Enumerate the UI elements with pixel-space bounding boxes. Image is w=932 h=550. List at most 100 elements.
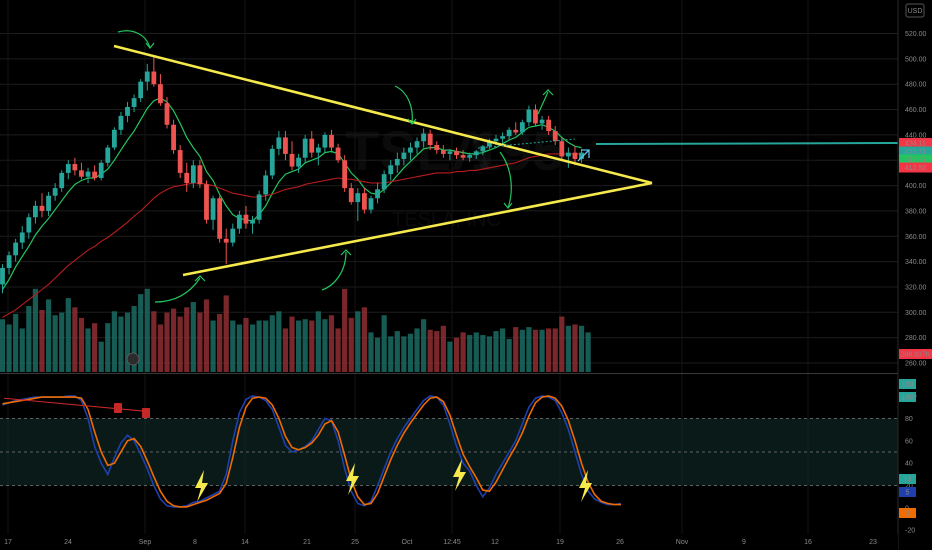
volume-bar [486,336,493,372]
candle-body [342,160,348,189]
oscillator-label-background [899,379,916,389]
time-tick-label: Sep [139,539,152,546]
volume-bar [394,331,400,372]
volume-bar [105,323,111,372]
divergence-marker [114,403,122,413]
slow-moving-average-line [2,153,582,318]
volume-bar [467,335,473,372]
candle-body [513,129,519,133]
price-label-text: 434.11 [905,141,926,148]
candle-body [414,141,420,148]
candle-body [552,131,558,142]
candle-body [434,145,440,151]
price-label-background [899,154,932,165]
volume-bar [170,308,177,372]
price-tick-label: 400.00 [905,183,927,190]
volume-bar [72,307,78,372]
price-label-background [899,146,932,157]
oscillator-label-text: 5 [906,490,910,497]
price-tick-label: 480.00 [905,82,927,89]
price-tick-label: 500.00 [905,56,927,63]
oscillator-label-background [899,487,916,497]
candle-body [480,146,486,152]
candle-body [302,138,308,158]
candle-body [454,151,459,156]
candle-body [546,119,552,132]
volume-bar [572,324,578,372]
time-tick-label: Nov [676,539,689,546]
oscillator-label-background [899,508,916,518]
candle-body [158,84,163,104]
candle-body [144,71,150,82]
volume-bar [335,328,341,372]
candle-body [493,138,499,142]
volume-bar [144,288,150,372]
time-tick-label: 9 [742,539,746,546]
annotation-arrow [117,30,151,49]
candle-body [204,184,209,220]
volume-bar [177,316,183,372]
volume-bar [532,329,539,372]
volume-bar [98,341,104,372]
candle-body [355,193,361,203]
volume-bar [302,319,308,372]
candle-body [381,174,387,190]
time-axis[interactable] [0,534,898,550]
volume-bar [230,320,236,372]
time-tick-label: 23 [869,539,877,546]
volume-bar [414,328,420,372]
currency-badge-frame [905,3,925,18]
volume-bar [480,335,486,372]
candle-body [348,188,354,203]
time-axis-background [0,534,898,550]
oscillator-tick-label: 60 [905,438,913,445]
volume-bar [65,298,71,372]
candle-body [33,205,38,218]
volume-bar [447,341,453,372]
candle-body [572,152,578,159]
volume-bar [256,320,262,372]
volume-bar [421,319,427,372]
price-tick-label: 340.00 [905,259,927,266]
candle-body [487,141,492,147]
candle-body [243,214,249,224]
candle-body [427,133,433,146]
candle-body [565,152,571,157]
candle-body [59,172,65,189]
volume-bar [190,302,196,372]
candle-body [217,198,223,239]
oscillator-tick-label: 80 [905,416,913,423]
volume-bar [434,331,440,372]
volume-bar [328,315,335,372]
volume-bar [269,315,275,372]
price-candles [0,56,584,294]
candle-body [184,172,190,184]
candle-body [289,153,295,167]
stochastic-k-line [2,395,622,508]
volume-bar [282,328,289,372]
dividend-marker-icon[interactable] [126,352,140,366]
oscillator-label-text: 3 [906,511,910,518]
time-tick-label: 21 [303,539,311,546]
volume-bar [309,320,315,372]
candle-body [98,162,104,178]
candle-body [230,228,236,243]
candle-body [473,151,479,156]
candle-body [6,255,12,268]
oscillator-label-text: 100 [902,395,914,402]
volume-bar [388,336,394,372]
volume-bar [52,315,58,372]
oscillator-label-text: 100 [902,382,914,389]
volume-bar [355,311,361,372]
drawing-tools[interactable] [113,30,899,303]
volume-bar [453,337,460,372]
candle-body [559,141,565,157]
candle-body [315,147,321,153]
candle-body [250,219,255,224]
price-axis[interactable]: USD [897,0,932,550]
volume-bar [585,332,591,372]
candle-body [329,134,334,148]
candle-body [197,165,203,185]
volume-bar [361,307,367,372]
volume-bar [342,288,348,372]
